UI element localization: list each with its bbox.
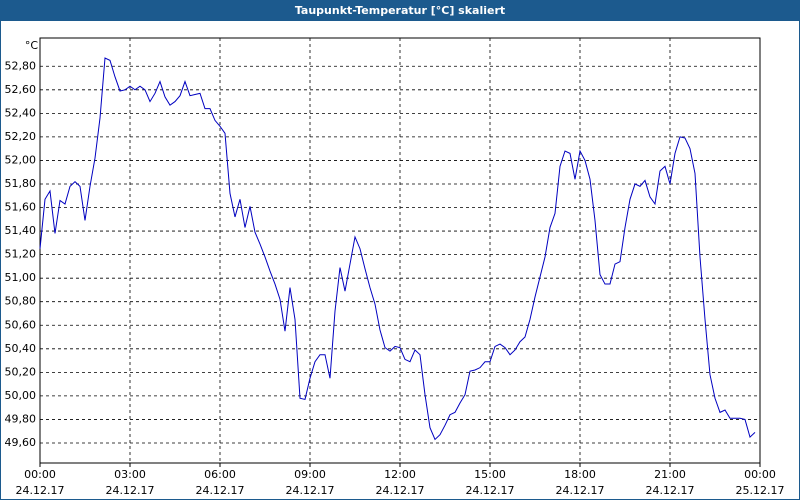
x-tick-label: 15:00 24.12.17 bbox=[465, 468, 515, 497]
data-line bbox=[39, 57, 756, 441]
y-tick-label: 52,60 bbox=[5, 83, 37, 96]
y-tick-label: 51,40 bbox=[5, 224, 37, 237]
y-tick-label: 50,00 bbox=[5, 389, 37, 402]
chart-title: Taupunkt-Temperatur [°C] skaliert bbox=[295, 4, 505, 17]
y-tick-label: 50,60 bbox=[5, 318, 37, 331]
plot-frame bbox=[39, 37, 761, 464]
y-tick-label: 52,40 bbox=[5, 106, 37, 119]
y-tick-label: 50,20 bbox=[5, 365, 37, 378]
x-tick-label: 12:00 24.12.17 bbox=[375, 468, 425, 497]
x-tick-label: 21:00 24.12.17 bbox=[645, 468, 695, 497]
y-tick-label: 49,80 bbox=[5, 412, 37, 425]
y-tick-label: 51,20 bbox=[5, 248, 37, 261]
title-bar bbox=[0, 0, 800, 21]
y-axis-label: °C bbox=[25, 39, 39, 52]
y-tick-label: 49,60 bbox=[5, 436, 37, 449]
y-tick-label: 50,40 bbox=[5, 342, 37, 355]
x-tick-label: 06:00 24.12.17 bbox=[195, 468, 245, 497]
y-tick-label: 52,80 bbox=[5, 59, 37, 72]
x-tick-label: 09:00 24.12.17 bbox=[285, 468, 335, 497]
y-tick-label: 51,60 bbox=[5, 201, 37, 214]
x-tick-label: 03:00 24.12.17 bbox=[105, 468, 155, 497]
y-tick-label: 52,00 bbox=[5, 153, 37, 166]
x-tick-label: 00:00 25.12.17 bbox=[735, 468, 785, 497]
y-tick-label: 50,80 bbox=[5, 295, 37, 308]
x-tick-label: 18:00 24.12.17 bbox=[555, 468, 605, 497]
x-tick-label: 00:00 24.12.17 bbox=[15, 468, 65, 497]
y-tick-label: 51,00 bbox=[5, 271, 37, 284]
y-tick-label: 51,80 bbox=[5, 177, 37, 190]
y-tick-label: 52,20 bbox=[5, 130, 37, 143]
